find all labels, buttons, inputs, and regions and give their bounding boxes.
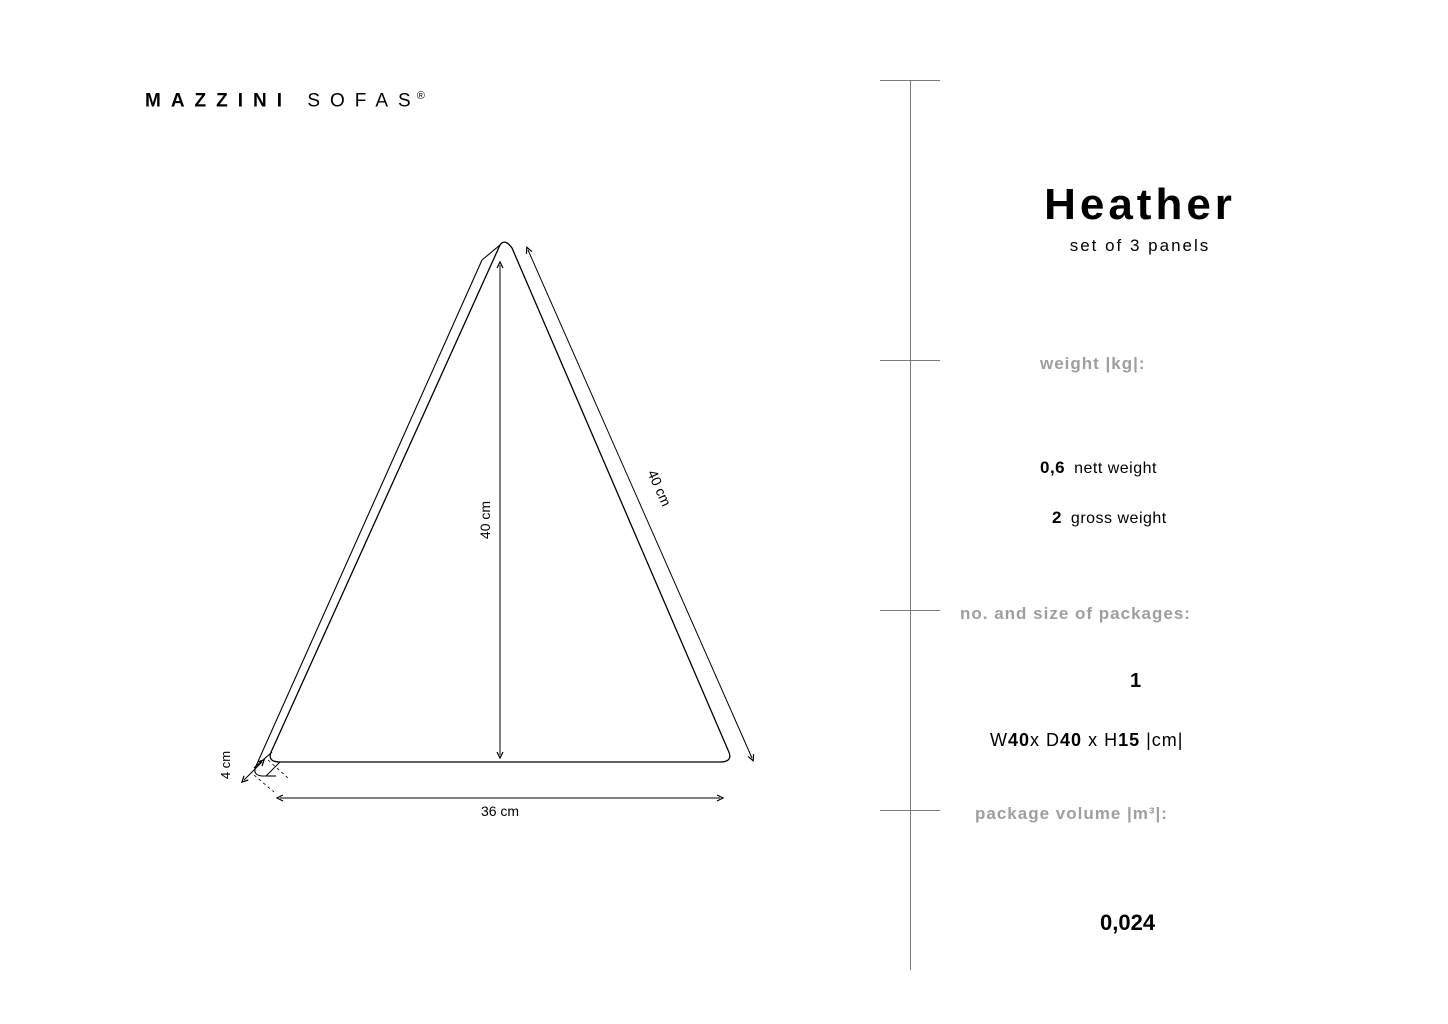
packages-heading: no. and size of packages: (960, 604, 1191, 624)
vline-seg (910, 80, 911, 156)
gross-weight-label: gross weight (1071, 510, 1167, 527)
weight-heading: weight |kg|: (1040, 354, 1146, 374)
gross-weight-row: 2 gross weight (1052, 508, 1167, 528)
volume-value: 0,024 (1100, 910, 1155, 936)
nett-weight-value: 0,6 (1040, 458, 1065, 477)
dim-depth-arrow (244, 762, 262, 780)
nett-weight-label: nett weight (1074, 460, 1157, 477)
tick (880, 80, 940, 81)
product-name: Heather (1010, 180, 1270, 230)
dim-width-label: 36 cm (481, 803, 519, 819)
triangle-back-left (255, 260, 482, 776)
registered-mark: ® (417, 90, 425, 102)
brand-light: SOFAS (307, 90, 420, 111)
volume-heading: package volume |m³|: (975, 804, 1168, 824)
nett-weight-row: 0,6 nett weight (1040, 458, 1157, 478)
gross-weight-value: 2 (1052, 508, 1062, 527)
product-title-block: Heather set of 3 panels (1010, 180, 1270, 256)
dim-depth-label: 4 cm (218, 751, 233, 779)
brand-logo: MAZZINI SOFAS® (145, 90, 425, 112)
brand-bold: MAZZINI (145, 90, 292, 111)
dim-side-arrow (528, 250, 752, 758)
product-subtitle: set of 3 panels (1010, 236, 1270, 256)
dim-side-label: 40 cm (645, 467, 675, 508)
product-diagram: 40 cm 40 cm 36 cm 4 cm (200, 200, 820, 820)
diagram-svg: 40 cm 40 cm 36 cm 4 cm (200, 200, 820, 820)
info-panel: Heather set of 3 panels weight |kg|: 0,6… (900, 80, 1380, 980)
package-dimensions: W40x D40 x H15 |cm| (990, 730, 1183, 751)
package-count: 1 (1130, 670, 1141, 693)
dim-height-label: 40 cm (477, 501, 493, 539)
